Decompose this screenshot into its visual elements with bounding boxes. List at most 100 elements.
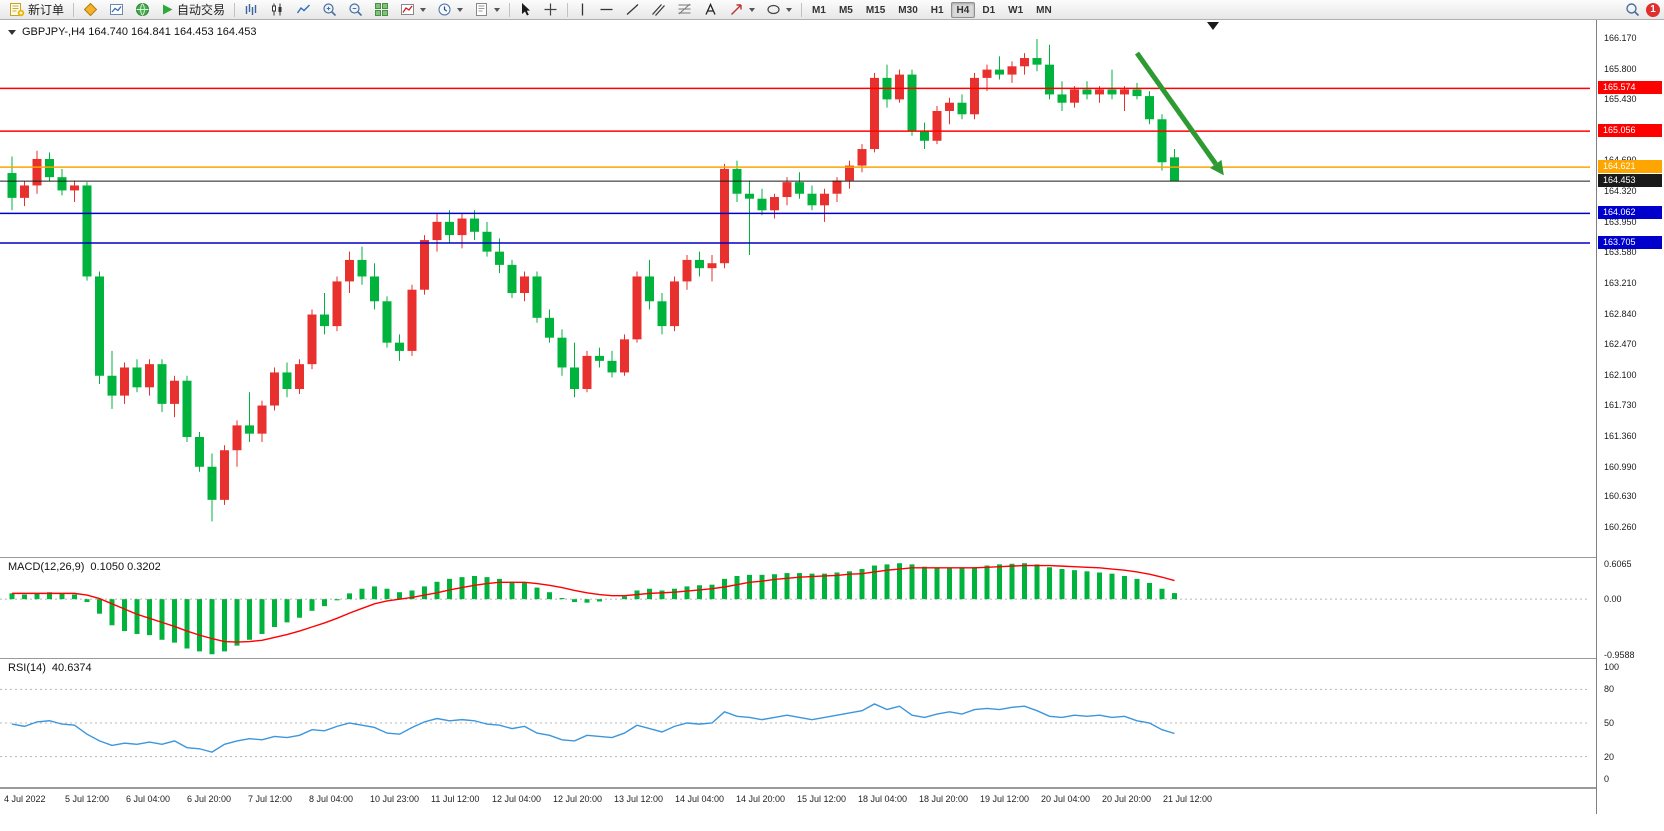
notification-badge[interactable]: 1 (1646, 2, 1660, 17)
time-axis[interactable]: 4 Jul 2022 5 Jul 12:00 6 Jul 04:00 6 Jul 20… (0, 788, 1664, 814)
time-axis-label: 20 Jul 04:00 (1041, 794, 1091, 804)
candle-body (82, 185, 92, 277)
price-axis-label: 163.580 (1604, 247, 1637, 258)
chart-window[interactable]: GBPJPY-,H4 164.740 164.841 164.453 164.4… (0, 20, 1664, 831)
zoom-out-icon (349, 3, 363, 17)
candle-body (1032, 58, 1042, 65)
price-chart[interactable] (0, 20, 1596, 557)
candle-body (232, 425, 242, 451)
candle-body (132, 367, 142, 388)
trend-arrow-head (1210, 159, 1224, 176)
price-axis[interactable]: 166.170165.800165.430165.060164.690164.3… (1596, 20, 1664, 814)
line-chart-button[interactable] (291, 1, 316, 19)
candlestick-chart-button[interactable] (265, 1, 290, 19)
candle-body (707, 263, 717, 269)
chart-marker-icon[interactable] (1207, 22, 1219, 30)
candle-body (670, 281, 679, 327)
zoom-out-button[interactable] (343, 1, 368, 19)
macd-axis-label: -0.9588 (1604, 649, 1635, 660)
candle-body (32, 158, 42, 186)
rsi-axis-label: 50 (1604, 718, 1615, 728)
timeframe-button-m1[interactable]: M1 (812, 4, 826, 16)
candle-body (557, 337, 567, 368)
zoom-in-button[interactable] (317, 1, 342, 19)
panel-separator[interactable] (0, 658, 1664, 659)
cursor-tool-button[interactable] (514, 1, 537, 19)
arrows-tool-button[interactable] (724, 1, 760, 19)
price-axis-label: 161.730 (1604, 400, 1637, 411)
macd-axis-label: 0.00 (1604, 594, 1622, 605)
community-button[interactable] (130, 1, 155, 19)
time-axis-label: 14 Jul 20:00 (736, 794, 786, 804)
candle-body (307, 314, 317, 365)
time-axis-label: 8 Jul 04:00 (309, 794, 354, 804)
timeframe-button-m15[interactable]: M15 (865, 4, 886, 16)
metaeditor-button[interactable] (78, 1, 103, 19)
candle-body (170, 380, 179, 404)
search-button[interactable] (1620, 1, 1645, 19)
candle-body (907, 74, 917, 131)
timeframe-button-w1[interactable]: W1 (1008, 4, 1024, 16)
toolbar-separator (567, 2, 569, 17)
price-axis-label: 164.320 (1604, 186, 1637, 197)
bar-chart-button[interactable] (239, 1, 264, 19)
dropdown-caret-icon (420, 7, 427, 12)
timeframe-button-d1[interactable]: D1 (982, 4, 996, 16)
trendline-tool-button[interactable] (620, 1, 645, 19)
candle-body (595, 355, 604, 361)
candle-body (545, 317, 554, 338)
templates-button[interactable] (469, 1, 505, 19)
shapes-tool-button[interactable] (761, 1, 797, 19)
panel-separator[interactable] (0, 787, 1664, 788)
candle-body (457, 218, 467, 236)
candle-body (982, 69, 992, 78)
tile-windows-button[interactable] (369, 1, 394, 19)
candle-body (845, 165, 854, 181)
candle-body (1045, 64, 1054, 95)
candle-body (995, 69, 1004, 75)
candle-body (695, 259, 704, 269)
horizontal-line-tool-button[interactable] (594, 1, 619, 19)
macd-title: MACD(12,26,9) (8, 561, 85, 573)
candle-body (870, 77, 879, 150)
auto-trading-button[interactable]: 自动交易 (156, 1, 230, 19)
indicators-button[interactable] (395, 1, 431, 19)
clock-icon (438, 3, 451, 16)
price-axis-label: 162.470 (1604, 339, 1637, 350)
template-icon (476, 3, 488, 16)
new-order-button[interactable]: 新订单 (4, 1, 69, 19)
candle-body (720, 168, 729, 264)
candle-body (607, 360, 617, 373)
time-axis-label: 10 Jul 23:00 (370, 794, 420, 804)
candle-body (7, 173, 17, 198)
rsi-panel[interactable] (0, 659, 1596, 787)
new-chart-button[interactable] (104, 1, 129, 19)
periods-button[interactable] (432, 1, 468, 19)
text-tool-button[interactable] (698, 1, 723, 19)
timeframe-button-m30[interactable]: M30 (898, 4, 918, 16)
play-icon (163, 4, 173, 15)
crosshair-tool-button[interactable] (538, 1, 563, 19)
text-icon (705, 2, 716, 15)
indicators-icon (401, 4, 415, 15)
candle-body (282, 372, 292, 389)
timeframe-button-h4[interactable]: H4 (950, 1, 976, 18)
channel-tool-button[interactable] (646, 1, 671, 19)
candle-body (107, 375, 117, 396)
macd-panel[interactable] (0, 558, 1596, 658)
candle-body (20, 185, 29, 198)
vertical-line-tool-button[interactable] (572, 1, 593, 19)
candle-body (970, 77, 979, 115)
timeframe-button-m5[interactable]: M5 (838, 4, 853, 16)
timeframe-button-h1[interactable]: H1 (930, 4, 944, 16)
candle-body (1070, 89, 1079, 103)
search-icon (1626, 3, 1640, 17)
timeframe-button-mn[interactable]: MN (1036, 4, 1052, 16)
fibonacci-tool-button[interactable] (672, 1, 697, 19)
chart-dropdown-icon[interactable] (8, 29, 16, 35)
candle-body (370, 276, 379, 302)
trend-arrow (1134, 51, 1218, 166)
panel-separator[interactable] (0, 557, 1664, 558)
arrow-tool-icon (731, 4, 742, 15)
time-axis-label: 4 Jul 2022 (4, 794, 46, 804)
